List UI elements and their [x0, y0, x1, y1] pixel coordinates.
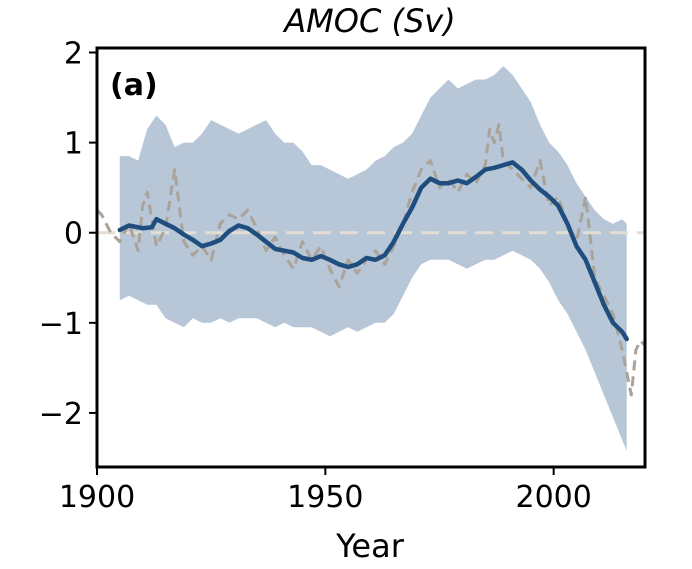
- plot-frame: [95, 46, 647, 469]
- mean-series-layer: [117, 160, 629, 342]
- y-axis-ticks: −2 −1 0 1 2: [39, 37, 97, 432]
- x-tick-label: 1950: [287, 480, 363, 515]
- y-tick-label: 1: [64, 127, 83, 162]
- x-tick-label: 2000: [515, 480, 591, 515]
- y-tick-label: −2: [39, 397, 83, 432]
- x-axis-title: Year: [335, 527, 405, 565]
- plot-area: [95, 66, 647, 451]
- y-tick-label: −1: [39, 307, 83, 342]
- chart-title: AMOC (Sv): [282, 2, 455, 40]
- y-tick-label: 0: [64, 217, 83, 252]
- panel-label: (a): [110, 68, 158, 103]
- x-tick-label: 1900: [59, 480, 135, 515]
- x-axis-ticks: 1900 1950 2000: [59, 467, 592, 515]
- mean-series-line: [117, 160, 629, 342]
- y-tick-label: 2: [64, 37, 83, 72]
